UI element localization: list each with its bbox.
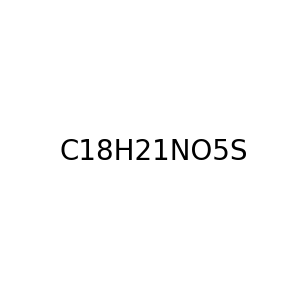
Text: C18H21NO5S: C18H21NO5S xyxy=(59,137,248,166)
